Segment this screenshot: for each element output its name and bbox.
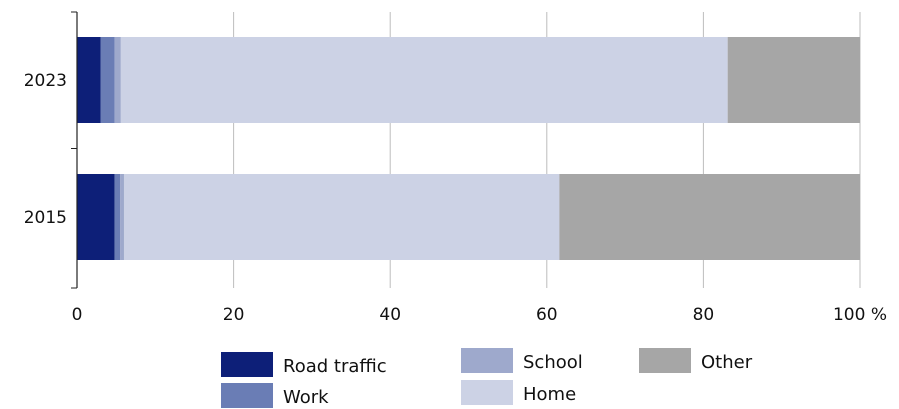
category-label: 2023	[24, 71, 67, 91]
legend-swatch	[461, 348, 513, 373]
bar-segment	[120, 174, 124, 260]
legend-swatch	[461, 380, 513, 405]
bar-segment	[100, 37, 115, 123]
bar-segment	[559, 174, 860, 260]
bar-segment	[114, 174, 121, 260]
tick-labels: 2023 2015 0 20 40 60 80 100 %	[24, 71, 887, 325]
axes	[71, 11, 78, 289]
bars	[77, 37, 860, 260]
bar-segment	[123, 174, 560, 260]
x-tick-label: 20	[223, 305, 245, 325]
bar-segment	[727, 37, 860, 123]
bar-segment	[114, 37, 121, 123]
x-tick-label: 100 %	[833, 305, 887, 325]
category-label: 2015	[24, 208, 67, 228]
legend-swatch	[221, 352, 273, 377]
legend-label: Road traffic	[283, 356, 387, 377]
legend-swatch	[639, 348, 691, 373]
legend-label: Home	[523, 384, 576, 405]
legend-swatch	[221, 383, 273, 408]
legend-label: Work	[283, 387, 329, 408]
x-tick-label: 80	[693, 305, 715, 325]
bar-segment	[77, 174, 115, 260]
x-tick-label: 40	[379, 305, 401, 325]
legend-label: Other	[701, 352, 753, 373]
bar-segment	[120, 37, 728, 123]
x-tick-label: 60	[536, 305, 558, 325]
bar-segment	[77, 37, 101, 123]
legend-label: School	[523, 352, 583, 373]
x-tick-label: 0	[72, 305, 83, 325]
legend: Road traffic Work School Home Other	[221, 348, 753, 408]
